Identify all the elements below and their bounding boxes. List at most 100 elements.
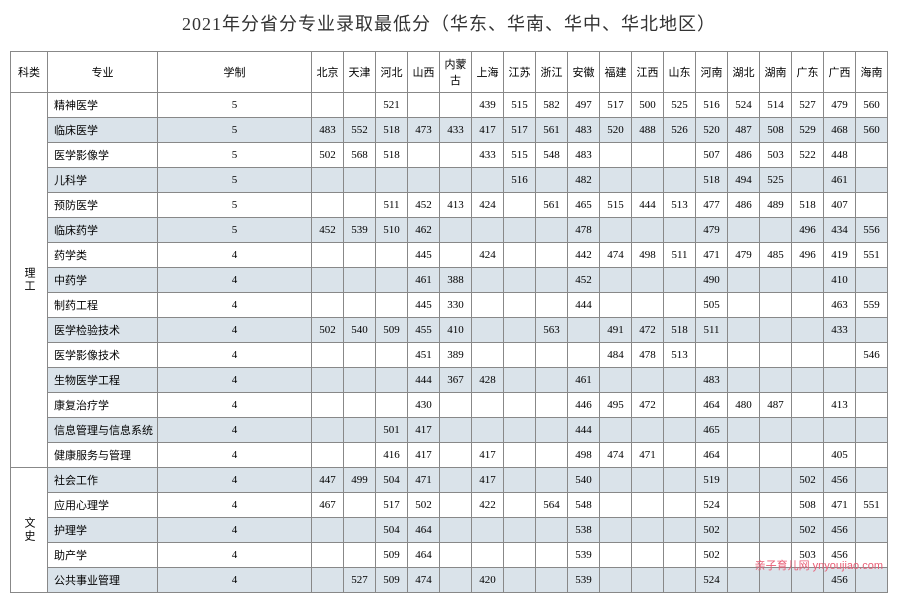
score-cell: 405 [824,443,856,468]
score-cell: 520 [696,118,728,143]
duration-cell: 5 [158,218,312,243]
score-cell: 564 [536,493,568,518]
score-cell [664,143,696,168]
score-cell [600,268,632,293]
score-cell [664,268,696,293]
score-cell [664,393,696,418]
duration-cell: 4 [158,268,312,293]
score-cell [632,468,664,493]
score-cell [312,193,344,218]
score-cell: 503 [760,143,792,168]
score-cell [792,268,824,293]
table-row: 预防医学551145241342456146551544451347748648… [11,193,888,218]
score-cell [856,268,888,293]
header-province: 广西 [824,52,856,93]
score-cell: 519 [696,468,728,493]
score-cell [536,543,568,568]
score-cell: 410 [440,318,472,343]
header-province: 湖南 [760,52,792,93]
score-cell: 556 [856,218,888,243]
score-cell: 433 [440,118,472,143]
score-cell [664,293,696,318]
score-cell [536,418,568,443]
score-cell: 388 [440,268,472,293]
score-cell [504,518,536,543]
score-cell: 504 [376,518,408,543]
table-row: 中药学4461388452490410 [11,268,888,293]
score-cell [504,543,536,568]
score-cell: 474 [408,568,440,593]
score-cell [440,468,472,493]
score-cell [344,268,376,293]
score-cell [760,368,792,393]
score-cell [728,318,760,343]
score-cell: 568 [344,143,376,168]
major-cell: 生物医学工程 [48,368,158,393]
score-cell: 483 [696,368,728,393]
score-cell: 502 [312,143,344,168]
duration-cell: 4 [158,518,312,543]
score-cell [632,418,664,443]
score-cell [376,243,408,268]
score-cell [600,143,632,168]
major-cell: 制药工程 [48,293,158,318]
score-cell: 582 [536,93,568,118]
score-cell: 462 [408,218,440,243]
score-cell [856,518,888,543]
score-cell [312,518,344,543]
score-cell [632,368,664,393]
score-cell [664,168,696,193]
score-cell: 496 [792,218,824,243]
score-cell: 526 [664,118,696,143]
score-cell [600,518,632,543]
score-cell [760,418,792,443]
score-cell [536,518,568,543]
header-province: 湖北 [728,52,760,93]
score-cell [440,168,472,193]
score-cell [792,368,824,393]
score-cell [760,493,792,518]
score-cell: 464 [408,543,440,568]
score-cell: 472 [632,318,664,343]
score-cell: 502 [408,493,440,518]
score-cell [472,518,504,543]
major-cell: 助产学 [48,543,158,568]
table-row: 儿科学5516482518494525461 [11,168,888,193]
score-cell: 546 [856,343,888,368]
score-cell: 501 [376,418,408,443]
score-cell [344,193,376,218]
score-cell [440,518,472,543]
score-cell [664,518,696,543]
duration-cell: 4 [158,368,312,393]
score-cell: 465 [696,418,728,443]
table-row: 康复治疗学4430446495472464480487413 [11,393,888,418]
score-cell [376,368,408,393]
score-cell: 433 [824,318,856,343]
score-cell [504,443,536,468]
score-cell [472,293,504,318]
score-cell: 485 [760,243,792,268]
score-cell [440,243,472,268]
score-cell: 473 [408,118,440,143]
score-cell: 559 [856,293,888,318]
score-cell: 502 [792,468,824,493]
score-cell [856,393,888,418]
score-cell [472,268,504,293]
score-cell: 483 [568,143,600,168]
score-cell [632,218,664,243]
score-cell: 445 [408,293,440,318]
score-cell: 419 [824,243,856,268]
score-cell [440,218,472,243]
score-cell: 527 [792,93,824,118]
score-cell: 539 [568,568,600,593]
score-cell [632,568,664,593]
table-row: 医学影像学55025685184335155484835074865035224… [11,143,888,168]
table-row: 健康服务与管理4416417417498474471464405 [11,443,888,468]
score-cell [312,443,344,468]
score-cell [600,293,632,318]
score-cell [344,93,376,118]
header-province: 安徽 [568,52,600,93]
score-cell [600,418,632,443]
score-cell: 479 [696,218,728,243]
score-cell: 487 [728,118,760,143]
